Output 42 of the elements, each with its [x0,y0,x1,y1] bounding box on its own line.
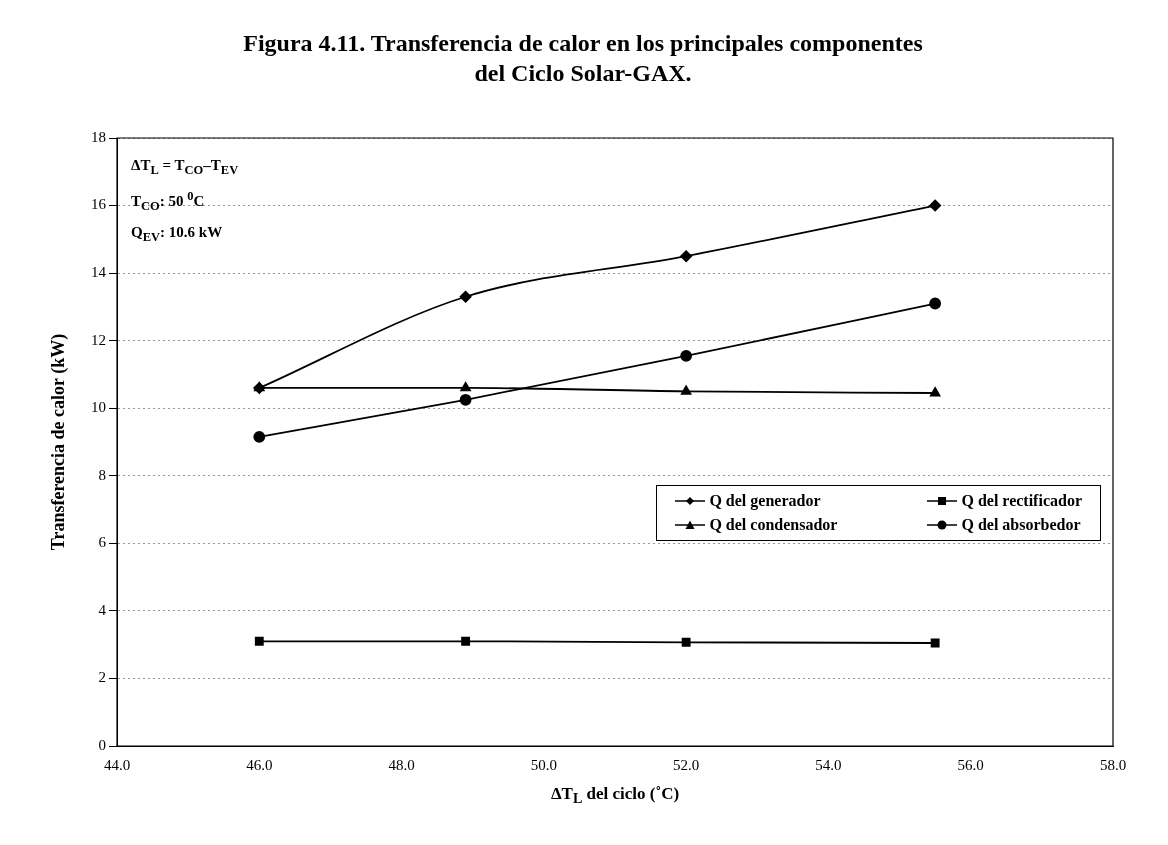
y-tick-label: 6 [98,534,107,551]
x-tick-label: 54.0 [815,756,842,773]
y-tick-label: 18 [91,128,106,145]
annotation: T$_{CO}$: 50 $^{0}$C [131,188,206,215]
point [459,393,472,406]
point [254,636,264,646]
x-tick-label: 50.0 [530,756,557,773]
point [929,297,942,310]
point [461,636,471,646]
x-tick-label: 58.0 [1099,756,1127,773]
chart-title: Figura 4.11. Transferencia de calor en los principales componentes del Ciclo Solar-GAX. [242,29,924,88]
point [680,385,692,395]
legend-label: Q del condensador [709,515,838,534]
legend-label: Q del generador [709,491,821,510]
y-tick-label: 0 [98,736,106,753]
point [680,250,693,263]
x-tick-label: 48.0 [388,756,415,773]
y-tick-label: 14 [91,264,107,281]
y-tick-label: 4 [98,601,107,618]
y-tick-label: 8 [98,466,106,483]
x-tick-label: 44.0 [103,756,131,773]
annotation: ΔT$_{L}$ = T$_{CO}$–T$_{EV}$ [131,156,239,179]
x-axis-title: ΔT$_{L}$ del ciclo (˚C) [549,784,681,808]
x-tick-label: 46.0 [246,756,273,773]
point [459,290,472,303]
point [253,431,266,443]
annotation: Q$_{EV}$: 10.6 kW [131,223,224,246]
point [681,637,691,647]
point [930,638,940,648]
point [929,199,942,212]
point [929,387,941,397]
y-tick-label: 12 [91,331,106,348]
y-tick-label: 10 [91,399,106,416]
legend-label: Q del rectificador [961,491,1082,510]
x-tick-label: 56.0 [957,756,984,773]
legend-label: Q del absorbedor [961,515,1081,534]
y-tick-label: 2 [98,669,106,686]
x-tick-label: 52.0 [673,756,700,773]
point [680,349,693,362]
y-axis-title: Transferencia de calor (kW) [47,333,69,551]
y-tick-label: 16 [91,196,107,213]
point [460,382,471,392]
